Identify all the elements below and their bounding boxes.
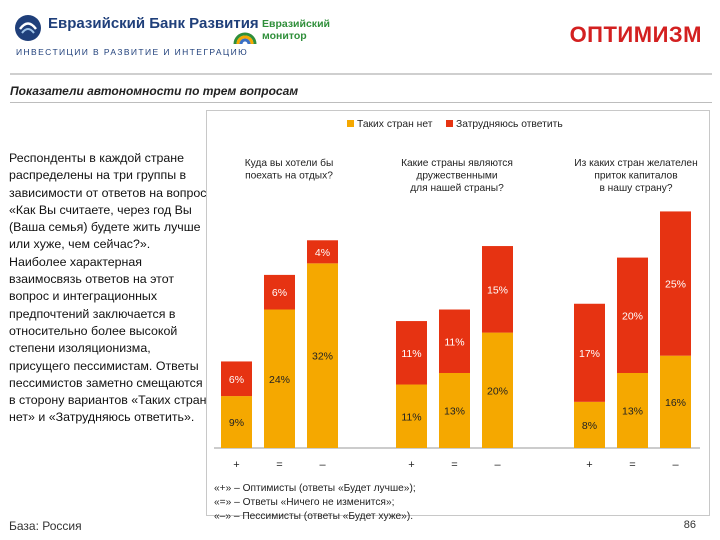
bar-hard-to-say [396, 321, 427, 385]
bar-no-countries [660, 355, 691, 448]
value-label-hard-to-say: 11% [444, 336, 464, 348]
category-label: + [233, 459, 239, 471]
bar-hard-to-say [439, 309, 470, 373]
bar-no-countries [439, 372, 470, 448]
question-label-3: в нашу страну? [599, 183, 672, 194]
bar-hard-to-say [307, 240, 338, 264]
category-label: + [586, 459, 592, 471]
category-label: – [494, 459, 501, 471]
value-label-hard-to-say: 20% [622, 310, 643, 322]
page-number: 86 [683, 519, 696, 531]
sample-base: База: Россия [9, 519, 82, 533]
question-label-3: Из каких стран желателен [574, 158, 697, 169]
question-label-1: Куда вы хотели бы [245, 157, 334, 169]
value-label-hard-to-say: 11% [401, 348, 421, 360]
legend-label-no-countries: Таких стран нет [357, 119, 433, 130]
bar-hard-to-say [264, 274, 295, 310]
monitor-logo: Евразийский монитор [232, 12, 330, 58]
legend-swatch-hard-to-say [446, 120, 453, 127]
subtitle-divider [10, 102, 712, 103]
value-label-no-countries: 11% [401, 411, 421, 423]
bar-no-countries [396, 384, 427, 448]
value-label-hard-to-say: 6% [229, 374, 244, 386]
bar-no-countries [307, 263, 338, 448]
value-label-hard-to-say: 25% [665, 279, 686, 291]
category-label: = [451, 459, 457, 471]
symbol-note: «+» – Оптимисты (ответы «Будет лучше»); [214, 483, 416, 494]
category-label: – [319, 459, 326, 471]
bar-hard-to-say [574, 303, 605, 402]
value-label-no-countries: 9% [229, 417, 244, 429]
bar-no-countries [221, 396, 252, 448]
bank-logo: Евразийский Банк Развития ИНВЕСТИЦИИ В Р… [14, 10, 259, 60]
value-label-no-countries: 16% [665, 397, 686, 409]
category-label: + [408, 459, 414, 471]
value-label-no-countries: 8% [582, 420, 597, 432]
value-label-no-countries: 13% [622, 405, 643, 417]
bar-no-countries [482, 332, 513, 448]
category-label: – [672, 459, 679, 471]
chart-frame [206, 110, 710, 516]
value-label-hard-to-say: 4% [315, 247, 330, 259]
value-label-hard-to-say: 17% [579, 348, 600, 360]
description-text: Респонденты в каждой стране распределены… [9, 151, 207, 425]
question-label-3: приток капиталов [594, 171, 677, 182]
category-label: = [276, 459, 282, 471]
category-label: = [629, 459, 635, 471]
header-divider [10, 73, 712, 75]
question-label-2: для нашей страны? [410, 183, 504, 194]
bar-hard-to-say [660, 211, 691, 356]
bank-name: Евразийский Банк Развития [48, 15, 259, 32]
question-label-2: дружественными [416, 171, 497, 182]
symbol-note: «=» – Ответы «Ничего не изменится»; [214, 497, 394, 508]
value-label-no-countries: 13% [444, 405, 465, 417]
bar-no-countries [264, 309, 295, 448]
slide-subtitle: Показатели автономности по трем вопросам [10, 84, 299, 98]
bar-hard-to-say [617, 257, 648, 373]
value-label-no-countries: 24% [269, 374, 290, 386]
rainbow-arc-icon [233, 32, 257, 45]
bank-tagline: ИНВЕСТИЦИИ В РАЗВИТИЕ И ИНТЕГРАЦИЮ [16, 47, 249, 57]
page-title: ОПТИМИЗМ [569, 22, 702, 47]
bar-hard-to-say [221, 361, 252, 397]
bar-no-countries [617, 372, 648, 448]
value-label-no-countries: 32% [312, 351, 333, 363]
question-label-2: Какие страны являются [401, 158, 513, 169]
monitor-name: Евразийский монитор [262, 18, 330, 42]
legend-label-hard-to-say: Затрудняюсь ответить [456, 119, 563, 130]
value-label-no-countries: 20% [487, 385, 508, 397]
bar-no-countries [574, 401, 605, 448]
legend-swatch-no-countries [347, 120, 354, 127]
value-label-hard-to-say: 15% [487, 284, 508, 296]
symbol-note: «–» – Пессимисты (ответы «Будет хуже»). [214, 511, 413, 522]
value-label-hard-to-say: 6% [272, 287, 287, 299]
question-label-1: поехать на отдых? [245, 171, 333, 182]
bank-emblem-icon [15, 15, 41, 41]
bar-hard-to-say [482, 246, 513, 333]
